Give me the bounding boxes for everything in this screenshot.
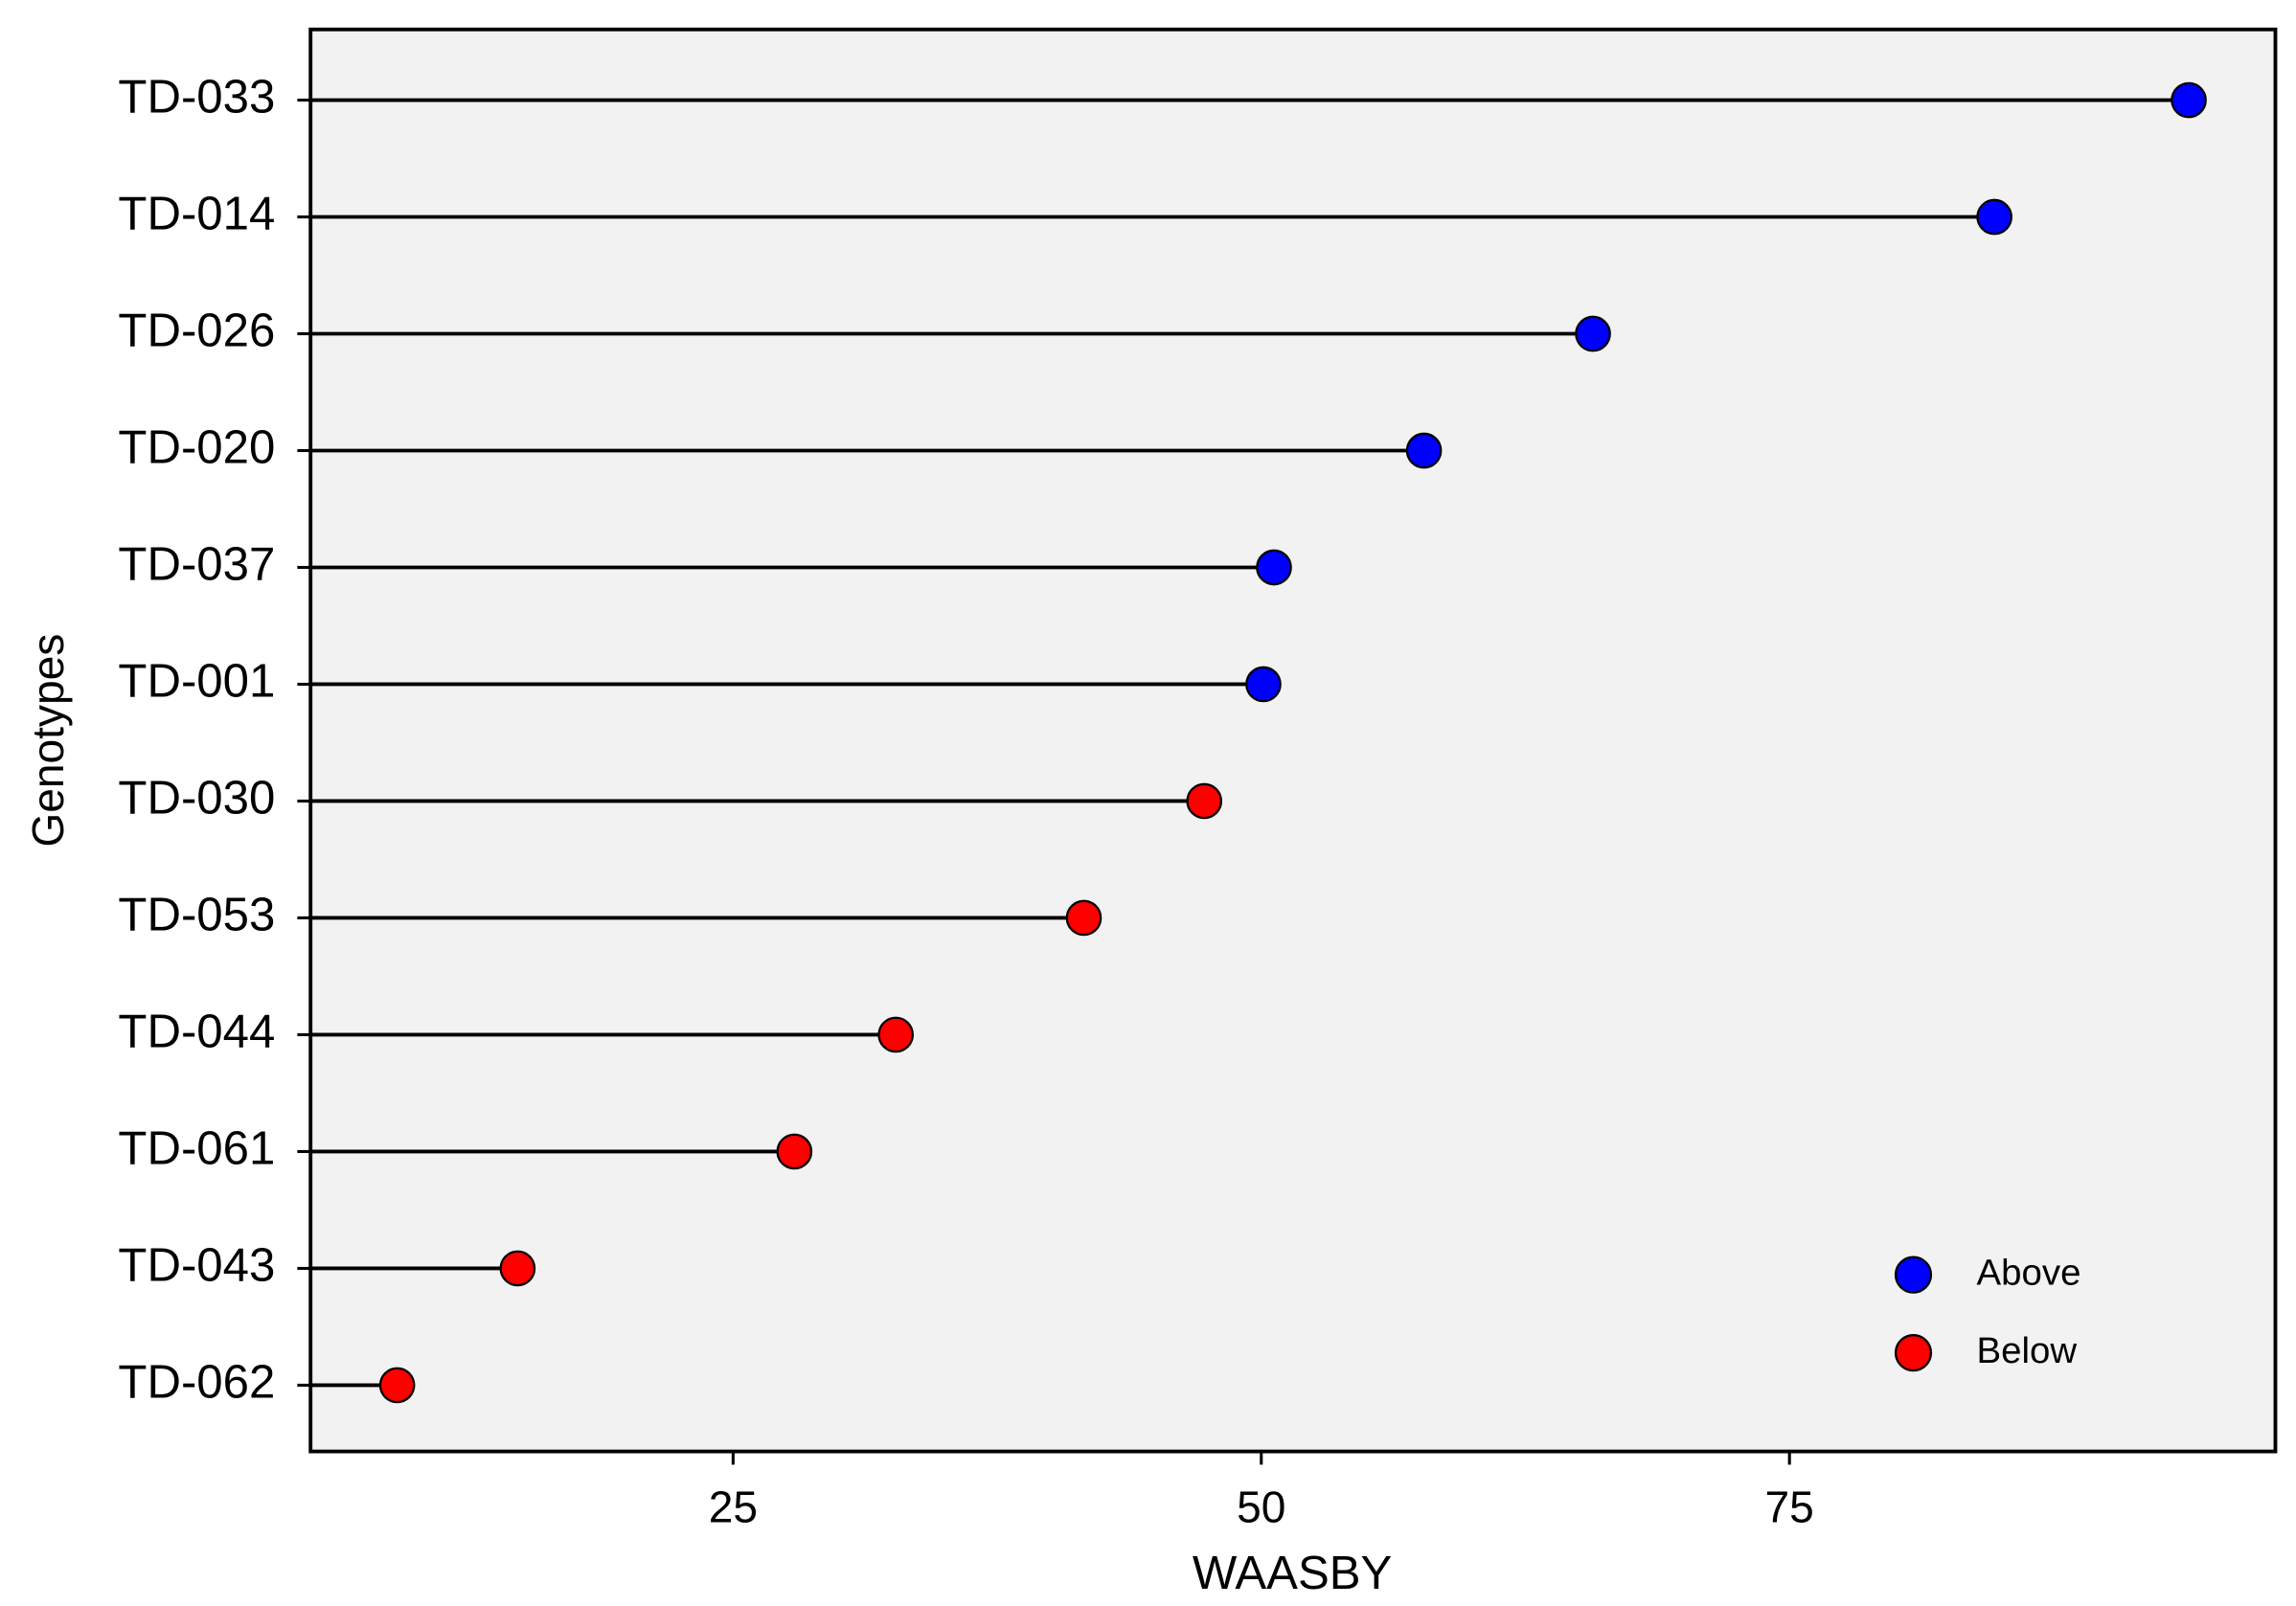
dot	[1405, 432, 1443, 469]
dot	[1256, 549, 1292, 586]
legend-label: Above	[1977, 1252, 2081, 1293]
y-tick-label: TD-014	[118, 187, 275, 239]
dot	[378, 1367, 416, 1404]
y-tick-label: TD-020	[118, 420, 275, 473]
x-tick-label: 75	[1765, 1482, 1814, 1531]
x-tick-label: 25	[709, 1482, 758, 1531]
y-tick-label: TD-037	[118, 537, 275, 590]
y-tick-label: TD-062	[118, 1355, 275, 1408]
x-axis-label: WAASBY	[1193, 1547, 1392, 1599]
y-tick-label: TD-026	[118, 304, 275, 356]
y-tick-label: TD-044	[118, 1005, 275, 1057]
dot	[776, 1133, 813, 1170]
legend-marker	[1894, 1334, 1933, 1372]
dot	[877, 1016, 915, 1053]
y-tick-label: TD-053	[118, 888, 275, 940]
dot	[1186, 782, 1223, 820]
legend-label: Below	[1977, 1330, 2078, 1371]
dot	[1575, 315, 1611, 352]
y-tick-label: TD-043	[118, 1238, 275, 1291]
plot-panel	[308, 27, 2278, 1454]
dot	[2171, 81, 2207, 119]
legend-marker	[1894, 1255, 1933, 1294]
dot	[499, 1250, 536, 1287]
y-axis-label: Genotypes	[23, 634, 73, 848]
dot	[1065, 899, 1103, 937]
y-tick-label: TD-061	[118, 1121, 275, 1174]
dot	[1976, 198, 2012, 236]
y-tick-label: TD-001	[118, 654, 275, 707]
y-tick-label: TD-033	[118, 71, 275, 124]
y-tick-label: TD-030	[118, 771, 275, 824]
x-tick-label: 50	[1237, 1482, 1285, 1531]
dot	[1245, 666, 1282, 703]
